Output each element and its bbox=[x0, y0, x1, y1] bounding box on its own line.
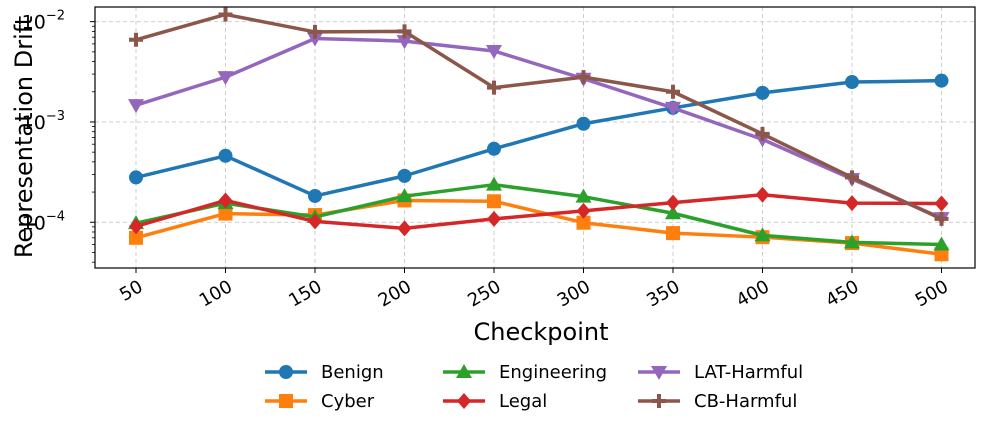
legend-label: CB-Harmful bbox=[694, 391, 797, 412]
data-point-legal bbox=[218, 192, 233, 209]
data-point-benign bbox=[755, 85, 770, 100]
y-tick-label: 10−4 bbox=[22, 209, 65, 234]
data-point-benign bbox=[845, 75, 859, 90]
data-point-cb-harmful bbox=[755, 126, 770, 141]
data-point-engineering bbox=[486, 176, 502, 191]
legend-label: Engineering bbox=[499, 362, 607, 383]
legend-item-cyber: Cyber bbox=[265, 391, 375, 412]
data-point-lat-harmful bbox=[665, 101, 681, 116]
data-point-legal bbox=[845, 195, 859, 212]
legend-swatch-marker bbox=[279, 365, 293, 379]
data-point-legal bbox=[755, 186, 770, 203]
data-point-cyber bbox=[129, 230, 143, 245]
x-tick-label: 300 bbox=[554, 276, 594, 311]
legend-swatch-marker bbox=[456, 364, 472, 378]
legend-item-legal: Legal bbox=[443, 391, 547, 412]
legend-label: Cyber bbox=[321, 391, 375, 412]
data-point-engineering bbox=[665, 205, 681, 220]
series-legal bbox=[129, 186, 949, 237]
series-benign bbox=[129, 73, 949, 203]
series-cyber bbox=[129, 193, 949, 262]
data-point-engineering bbox=[933, 236, 950, 251]
series-line-lat-harmful bbox=[135, 36, 943, 220]
x-tick-label: 200 bbox=[375, 276, 415, 311]
data-point-cb-harmful bbox=[397, 24, 412, 39]
legend-label: Benign bbox=[321, 362, 384, 383]
legend-swatch-marker bbox=[457, 393, 471, 409]
data-point-cb-harmful bbox=[129, 32, 143, 47]
data-point-legal bbox=[576, 202, 591, 219]
x-tick-label: 450 bbox=[822, 276, 862, 311]
data-point-cb-harmful bbox=[666, 84, 680, 99]
y-tick-label: 10−3 bbox=[22, 109, 65, 134]
series-line-benign bbox=[135, 78, 942, 198]
legend: Benign Cyber Engineering Legal LAT-Harmful CB… bbox=[265, 362, 803, 412]
data-point-cyber bbox=[218, 206, 233, 221]
data-point-engineering bbox=[575, 188, 592, 203]
data-point-engineering bbox=[754, 227, 771, 242]
legend-label: Legal bbox=[499, 391, 547, 412]
data-point-benign bbox=[218, 148, 233, 163]
x-tick-label: 250 bbox=[464, 276, 504, 311]
data-point-benign bbox=[576, 116, 591, 131]
data-point-cb-harmful bbox=[487, 80, 501, 95]
x-tick-label: 50 bbox=[116, 276, 146, 306]
data-point-benign bbox=[397, 168, 412, 183]
data-point-benign bbox=[308, 188, 322, 203]
x-tick-label: 400 bbox=[733, 276, 773, 311]
data-point-engineering bbox=[844, 234, 860, 249]
data-point-benign bbox=[487, 141, 501, 156]
x-tick-label: 500 bbox=[912, 276, 952, 311]
data-point-lat-harmful bbox=[486, 44, 502, 59]
data-point-legal bbox=[129, 218, 143, 235]
data-point-engineering bbox=[396, 188, 413, 203]
data-point-cb-harmful bbox=[845, 170, 859, 185]
legend-item-cb-harmful: CB-Harmful bbox=[638, 391, 797, 412]
series-lat-harmful bbox=[128, 32, 950, 227]
legend-swatch-marker bbox=[279, 394, 293, 408]
data-point-lat-harmful bbox=[217, 71, 234, 86]
legend-item-benign: Benign bbox=[265, 362, 384, 383]
data-point-benign bbox=[129, 170, 143, 185]
data-point-cyber bbox=[934, 247, 949, 262]
data-point-lat-harmful bbox=[307, 32, 323, 47]
series-line-legal bbox=[135, 193, 942, 231]
x-axis-label: Checkpoint bbox=[473, 318, 608, 346]
x-tick-label: 150 bbox=[285, 276, 325, 311]
legend-item-lat-harmful: LAT-Harmful bbox=[638, 362, 803, 383]
data-point-cyber bbox=[576, 215, 591, 230]
legend-swatch-marker bbox=[652, 394, 666, 408]
data-point-cyber bbox=[487, 194, 501, 209]
x-tick-label: 350 bbox=[643, 276, 683, 311]
y-axis-label: Representation Drift bbox=[10, 16, 38, 258]
data-point-cb-harmful bbox=[934, 211, 949, 226]
data-point-cb-harmful bbox=[218, 7, 233, 22]
legend-label: LAT-Harmful bbox=[694, 362, 803, 383]
data-point-legal bbox=[934, 195, 949, 212]
x-tick-label: 100 bbox=[196, 276, 236, 311]
series-cb-harmful bbox=[129, 7, 949, 226]
data-point-benign bbox=[934, 73, 949, 88]
data-point-lat-harmful bbox=[128, 99, 144, 114]
data-point-legal bbox=[397, 220, 412, 237]
data-point-lat-harmful bbox=[396, 35, 413, 50]
data-point-cb-harmful bbox=[308, 24, 322, 39]
data-point-cb-harmful bbox=[576, 70, 591, 85]
series-line-cb-harmful bbox=[135, 12, 943, 221]
data-point-legal bbox=[308, 213, 322, 230]
data-point-legal bbox=[487, 210, 501, 227]
y-tick-label: 10−2 bbox=[22, 9, 65, 34]
data-point-legal bbox=[666, 194, 680, 211]
legend-item-engineering: Engineering bbox=[443, 362, 607, 383]
legend-swatch-marker bbox=[651, 366, 667, 380]
data-point-cyber bbox=[666, 226, 680, 241]
